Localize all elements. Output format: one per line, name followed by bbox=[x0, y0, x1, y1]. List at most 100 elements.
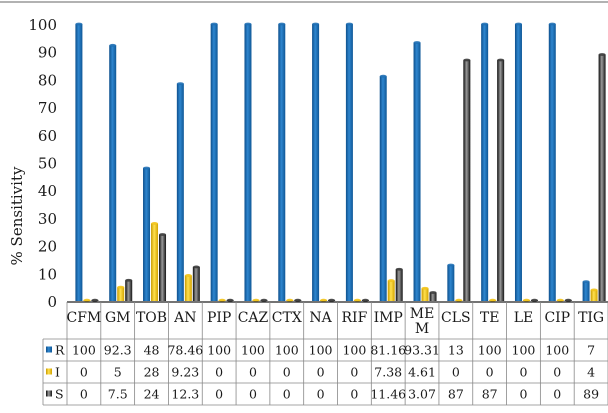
table-cell-r: 13 bbox=[448, 343, 464, 358]
bar-r-na bbox=[312, 24, 320, 301]
x-tick-label: AN bbox=[173, 310, 196, 326]
table-cell-s: 89 bbox=[583, 387, 599, 402]
bar-s-cls-cap bbox=[463, 58, 471, 62]
legend-label-s: S bbox=[55, 387, 64, 402]
bar-i-imp bbox=[387, 280, 395, 301]
bar-r-an-cap bbox=[176, 82, 184, 86]
bar-s-tob-cap bbox=[159, 233, 167, 236]
bar-r-cfm-cap bbox=[75, 22, 83, 26]
legend-key-i bbox=[46, 368, 52, 375]
bar-s-ctx-cap bbox=[294, 298, 302, 302]
bar-r-caz bbox=[244, 24, 252, 301]
table-cell-i: 7.38 bbox=[374, 365, 402, 380]
bar-r-te-cap bbox=[481, 22, 489, 26]
bar-s-mem-cap bbox=[429, 291, 437, 294]
bar-r-pip-cap bbox=[210, 22, 218, 26]
table-cell-i: 4.61 bbox=[408, 365, 436, 380]
table-cell-i: 9.23 bbox=[171, 365, 199, 380]
table-cell-r: 100 bbox=[545, 343, 569, 358]
table-cell-i: 28 bbox=[144, 365, 160, 380]
table-cell-s: 0 bbox=[317, 387, 325, 402]
bar-i-gm-cap bbox=[117, 285, 125, 289]
bar-i-tig bbox=[590, 289, 598, 301]
bar-i-imp-cap bbox=[387, 279, 395, 282]
table-cell-i: 0 bbox=[215, 365, 223, 380]
bar-i-mem bbox=[421, 288, 429, 301]
table-cell-i: 0 bbox=[486, 365, 494, 380]
table-cell-r: 100 bbox=[241, 343, 265, 358]
table-cell-s: 7.5 bbox=[108, 387, 128, 402]
table-cell-r: 93.31 bbox=[404, 343, 440, 358]
bar-s-an-cap bbox=[192, 265, 200, 269]
bar-s-rif-cap bbox=[361, 298, 369, 302]
bar-s-le-cap bbox=[530, 298, 538, 302]
bar-i-tob bbox=[151, 223, 159, 301]
bar-i-mem-cap bbox=[421, 286, 429, 290]
y-tick-label: 30 bbox=[38, 210, 57, 228]
x-tick-label: PIP bbox=[207, 310, 231, 326]
bar-s-tob bbox=[159, 234, 167, 301]
bar-r-cfm bbox=[75, 24, 83, 301]
table-cell-s: 0 bbox=[80, 387, 88, 402]
table-cell-i: 0 bbox=[553, 365, 561, 380]
bar-r-tig bbox=[582, 281, 590, 301]
bar-r-ctx bbox=[278, 24, 286, 301]
legend-key-r bbox=[46, 346, 52, 353]
y-tick-label: 10 bbox=[38, 265, 57, 283]
table-cell-s: 3.07 bbox=[408, 387, 436, 402]
x-tick-label: RIF bbox=[342, 310, 368, 326]
table-cell-s: 12.3 bbox=[171, 387, 199, 402]
table-cell-s: 0 bbox=[215, 387, 223, 402]
bar-s-cip-cap bbox=[564, 298, 572, 302]
table-cell-s: 0 bbox=[350, 387, 358, 402]
bar-i-an-cap bbox=[184, 274, 192, 277]
x-tick-label: IMP bbox=[374, 310, 403, 326]
y-tick-label: 70 bbox=[38, 99, 57, 117]
x-tick-label: CFM bbox=[67, 310, 102, 326]
bar-r-na-cap bbox=[312, 22, 320, 26]
table-cell-i: 0 bbox=[519, 365, 527, 380]
bar-r-tig-cap bbox=[582, 280, 590, 284]
bar-r-an bbox=[176, 83, 184, 301]
x-tick-label: CIP bbox=[544, 310, 570, 326]
table-cell-i: 0 bbox=[249, 365, 257, 380]
bar-r-caz-cap bbox=[244, 22, 252, 26]
y-tick-label: 0 bbox=[47, 293, 57, 311]
bar-r-pip bbox=[210, 24, 218, 301]
table-cell-r: 7 bbox=[587, 343, 595, 358]
bar-i-cls-cap bbox=[455, 298, 463, 302]
table-cell-i: 4 bbox=[587, 365, 595, 380]
bar-r-imp bbox=[379, 76, 387, 301]
bar-i-pip-cap bbox=[218, 298, 226, 302]
x-tick-label: TIG bbox=[578, 310, 604, 326]
x-tick-label: GM bbox=[105, 310, 131, 326]
bar-s-mem bbox=[429, 292, 437, 301]
bar-r-le-cap bbox=[514, 22, 522, 26]
bar-s-an bbox=[192, 266, 200, 301]
bar-s-gm bbox=[125, 280, 133, 301]
bar-r-rif bbox=[345, 24, 353, 301]
bar-i-caz-cap bbox=[252, 298, 260, 302]
table-cell-i: 0 bbox=[317, 365, 325, 380]
table-cell-s: 0 bbox=[249, 387, 257, 402]
bar-r-rif-cap bbox=[345, 22, 353, 26]
y-tick-label: 20 bbox=[38, 238, 57, 256]
table-cell-r: 100 bbox=[275, 343, 299, 358]
table-cell-s: 0 bbox=[519, 387, 527, 402]
bar-i-tig-cap bbox=[590, 288, 598, 292]
x-tick-label: NA bbox=[309, 310, 332, 326]
legend-label-r: R bbox=[55, 343, 65, 358]
table-cell-r: 100 bbox=[478, 343, 502, 358]
bar-r-tob-cap bbox=[143, 166, 151, 170]
table-cell-r: 100 bbox=[207, 343, 231, 358]
bar-i-te-cap bbox=[489, 298, 497, 302]
bar-s-gm-cap bbox=[125, 278, 133, 282]
y-tick-label: 60 bbox=[38, 127, 57, 145]
table-cell-s: 24 bbox=[144, 387, 160, 402]
bar-r-ctx-cap bbox=[278, 22, 286, 26]
bar-i-na-cap bbox=[320, 298, 328, 302]
table-cell-r: 100 bbox=[342, 343, 366, 358]
bar-r-imp-cap bbox=[379, 74, 387, 78]
bar-r-gm bbox=[109, 45, 117, 302]
